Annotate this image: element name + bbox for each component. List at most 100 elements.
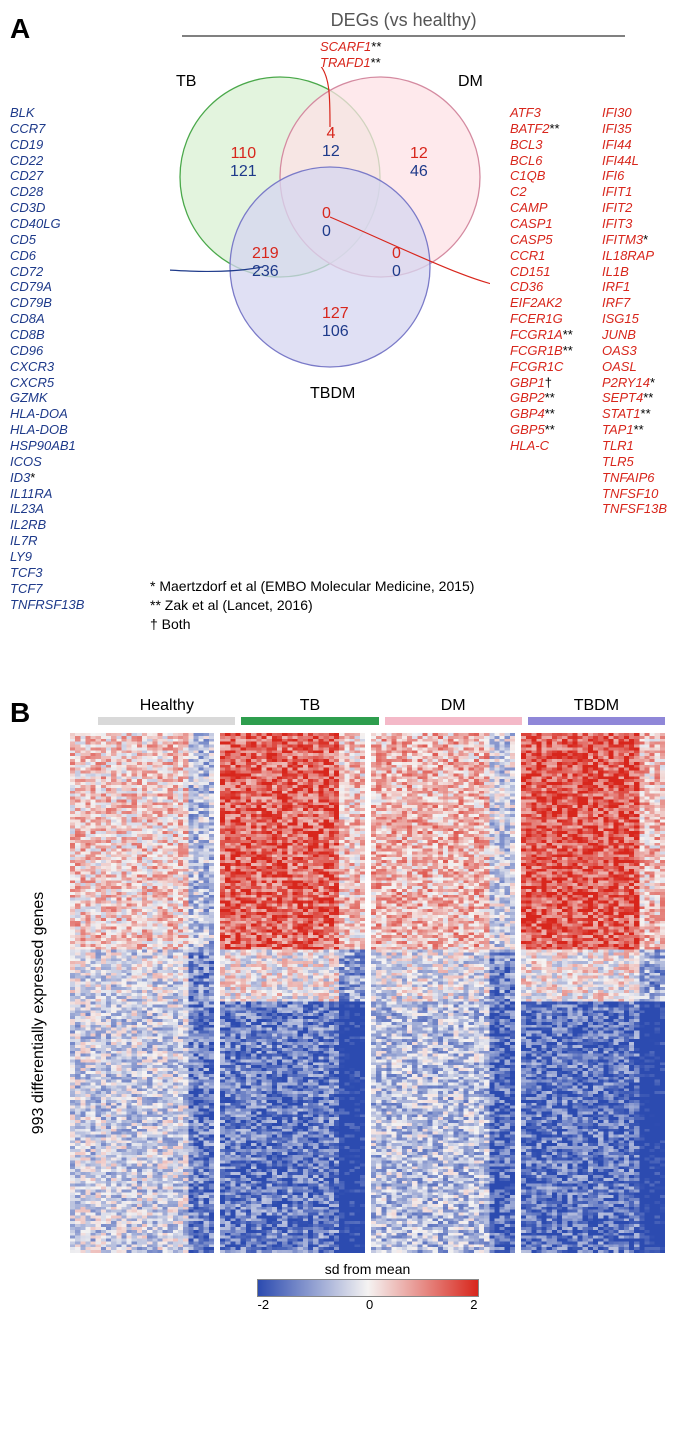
gene-label: ISG15: [602, 311, 667, 327]
panel-a-legend: * Maertzdorf et al (EMBO Molecular Medic…: [150, 577, 474, 634]
gene-label: FCGR1C: [510, 359, 573, 375]
heatmap-col-title: TB: [241, 697, 378, 715]
heatmap-col-header: Healthy: [98, 697, 235, 725]
gene-label: HLA-C: [510, 438, 573, 454]
gene-label: CASP1: [510, 216, 573, 232]
gene-label: CD6: [10, 248, 84, 264]
gene-label: HLA-DOB: [10, 422, 84, 438]
venn-count-dm_tbdm: 00: [392, 245, 401, 280]
heatmap-canvas: [371, 733, 515, 1253]
heatmap-col-header: DM: [385, 697, 522, 725]
gene-label: FCER1G: [510, 311, 573, 327]
gene-label: CD28: [10, 184, 84, 200]
gene-list-right-red-col1: ATF3BATF2**BCL3BCL6C1QBC2CAMPCASP1CASP5C…: [510, 105, 573, 454]
gene-label: GBP1†: [510, 375, 573, 391]
gene-label: BLK: [10, 105, 84, 121]
gene-label: IFI30: [602, 105, 667, 121]
heatmap-col-bar: [98, 717, 235, 725]
gene-label: GBP4**: [510, 406, 573, 422]
gene-label: ID3*: [10, 470, 84, 486]
gene-label: TCF3: [10, 565, 84, 581]
heatmap-canvas: [521, 733, 665, 1253]
panel-b-letter: B: [10, 697, 30, 729]
degs-title: DEGs (vs healthy): [182, 10, 625, 37]
venn-label-tbdm: TBDM: [310, 385, 355, 403]
gene-label: CD40LG: [10, 216, 84, 232]
gene-label: IFITM3*: [602, 232, 667, 248]
gene-label: TNFRSF13B: [10, 597, 84, 613]
gene-label: HSP90AB1: [10, 438, 84, 454]
gene-label: IFIT2: [602, 200, 667, 216]
gene-label: CASP5: [510, 232, 573, 248]
gene-label: EIF2AK2: [510, 295, 573, 311]
heatmap-header: HealthyTBDMTBDM: [98, 697, 665, 725]
heatmap-canvas: [220, 733, 364, 1253]
gene-label: CXCR5: [10, 375, 84, 391]
gene-label: HLA-DOA: [10, 406, 84, 422]
legend-line-2: ** Zak et al (Lancet, 2016): [150, 596, 474, 615]
venn-count-tbdm_only: 127106: [322, 305, 349, 340]
venn-diagram: TB DM TBDM 11012112464122192360000127106: [170, 67, 490, 407]
gene-label: IFI44: [602, 137, 667, 153]
gene-label: IFIT1: [602, 184, 667, 200]
gene-label: CD79B: [10, 295, 84, 311]
gene-label: TLR5: [602, 454, 667, 470]
gene-label: CD79A: [10, 279, 84, 295]
panel-a-body: BLKCCR7CD19CD22CD27CD28CD3DCD40LGCD5CD6C…: [10, 47, 665, 687]
venn-label-tb: TB: [176, 73, 196, 91]
gene-label: CD19: [10, 137, 84, 153]
gene-label: CD3D: [10, 200, 84, 216]
gene-label: C1QB: [510, 168, 573, 184]
venn-count-tb_tbdm: 219236: [252, 245, 279, 280]
gene-label: ICOS: [10, 454, 84, 470]
heatmap-col: [70, 733, 214, 1253]
gene-label: IL7R: [10, 533, 84, 549]
gene-label: CD96: [10, 343, 84, 359]
heatmap-row: [70, 733, 665, 1253]
gene-label: LY9: [10, 549, 84, 565]
gene-label: GBP2**: [510, 390, 573, 406]
gene-label: BCL6: [510, 153, 573, 169]
heatmap-col-bar: [528, 717, 665, 725]
gene-list-right-red-col2: IFI30IFI35IFI44IFI44LIFI6IFIT1IFIT2IFIT3…: [602, 105, 667, 517]
venn-label-dm: DM: [458, 73, 483, 91]
legend-line-3: † Both: [150, 615, 474, 634]
gene-label: IL2RB: [10, 517, 84, 533]
gene-label: GZMK: [10, 390, 84, 406]
gene-label: GBP5**: [510, 422, 573, 438]
gene-label: OAS3: [602, 343, 667, 359]
gene-label: IRF7: [602, 295, 667, 311]
gene-label: CD22: [10, 153, 84, 169]
gene-label: CD151: [510, 264, 573, 280]
gene-label: P2RY14*: [602, 375, 667, 391]
venn-count-tb_only: 110121: [230, 145, 257, 180]
colorbar-ticks: -2 0 2: [258, 1297, 478, 1312]
gene-label: IL1B: [602, 264, 667, 280]
callout-top-red: SCARF1**TRAFD1**: [320, 39, 381, 71]
colorbar-tick-mid: 0: [366, 1297, 373, 1312]
gene-label: CXCR3: [10, 359, 84, 375]
gene-label: ATF3: [510, 105, 573, 121]
gene-label: FCGR1A**: [510, 327, 573, 343]
gene-label: SEPT4**: [602, 390, 667, 406]
gene-label: IFIT3: [602, 216, 667, 232]
heatmap-col: [371, 733, 515, 1253]
panel-a: A DEGs (vs healthy) BLKCCR7CD19CD22CD27C…: [10, 10, 665, 687]
heatmap-col: [521, 733, 665, 1253]
panel-b: B HealthyTBDMTBDM 993 differentially exp…: [10, 697, 665, 1312]
gene-label: IL23A: [10, 501, 84, 517]
gene-label: CD8A: [10, 311, 84, 327]
gene-label: CD72: [10, 264, 84, 280]
venn-count-tb_dm_tbdm: 00: [322, 205, 331, 240]
gene-label: CD8B: [10, 327, 84, 343]
gene-label: TNFSF10: [602, 486, 667, 502]
gene-label: TLR1: [602, 438, 667, 454]
gene-label: CD27: [10, 168, 84, 184]
gene-label: CD36: [510, 279, 573, 295]
colorbar-title: sd from mean: [70, 1261, 665, 1277]
gene-label: JUNB: [602, 327, 667, 343]
legend-line-1: * Maertzdorf et al (EMBO Molecular Medic…: [150, 577, 474, 596]
gene-label: OASL: [602, 359, 667, 375]
gene-label: FCGR1B**: [510, 343, 573, 359]
colorbar: [257, 1279, 479, 1297]
